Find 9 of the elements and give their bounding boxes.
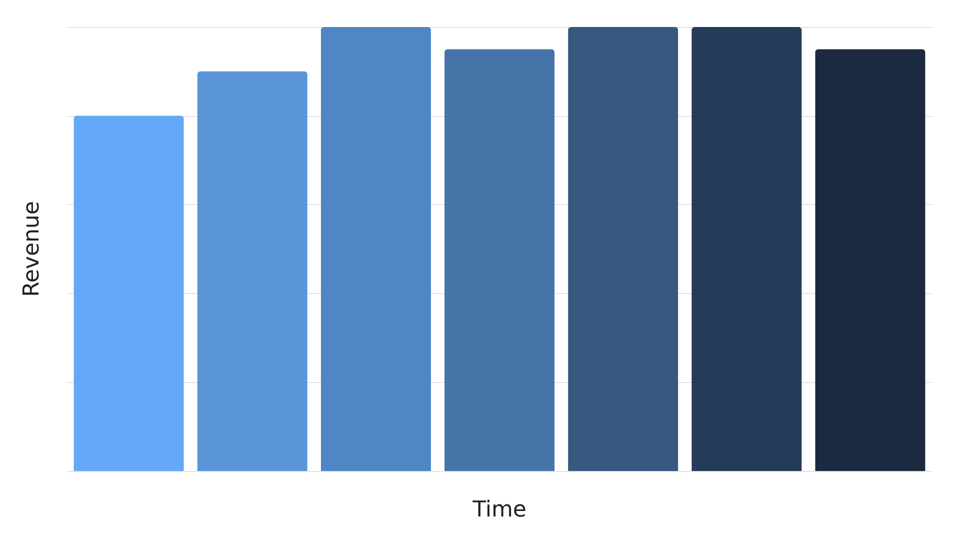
x-axis-title: Time <box>472 498 526 522</box>
bar <box>692 27 802 471</box>
bar <box>320 27 431 471</box>
bar <box>74 116 184 471</box>
bar <box>444 49 554 471</box>
bar <box>568 27 678 471</box>
y-axis-title: Revenue <box>20 201 44 297</box>
bar <box>815 49 926 471</box>
bar <box>197 71 308 471</box>
